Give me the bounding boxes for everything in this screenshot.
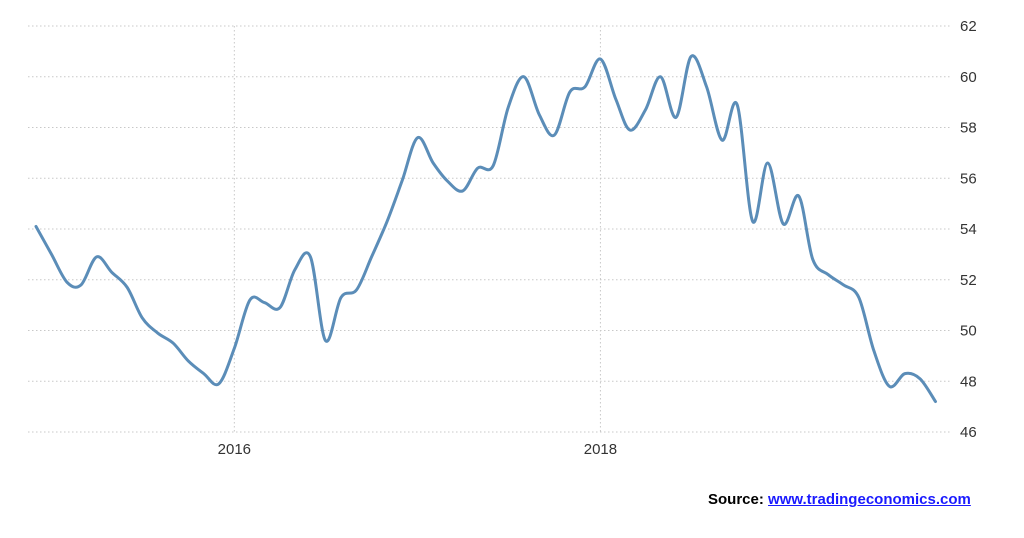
data-point bbox=[156, 331, 160, 335]
data-point bbox=[872, 349, 876, 353]
data-point bbox=[125, 285, 129, 289]
data-point bbox=[506, 105, 510, 109]
data-point bbox=[34, 224, 38, 228]
data-point bbox=[887, 384, 891, 388]
y-tick-label: 46 bbox=[960, 424, 977, 441]
data-point bbox=[370, 255, 374, 259]
data-point bbox=[186, 359, 190, 363]
data-point bbox=[781, 222, 785, 226]
data-point bbox=[857, 296, 861, 300]
chart-grid bbox=[28, 25, 950, 433]
y-tick-label: 54 bbox=[960, 221, 977, 238]
data-point bbox=[720, 138, 724, 142]
x-axis-ticks: 2016 2018 bbox=[218, 441, 617, 458]
data-point bbox=[232, 346, 236, 350]
data-point bbox=[416, 136, 420, 140]
data-point bbox=[461, 189, 465, 193]
data-point bbox=[278, 306, 282, 310]
data-point bbox=[766, 161, 770, 165]
data-point bbox=[751, 219, 755, 223]
data-point bbox=[598, 57, 602, 61]
data-point bbox=[476, 166, 480, 170]
data-point bbox=[552, 133, 556, 137]
data-point bbox=[65, 280, 69, 284]
y-tick-label: 52 bbox=[960, 272, 977, 289]
data-point bbox=[705, 85, 709, 89]
data-point bbox=[140, 316, 144, 320]
data-point bbox=[355, 288, 359, 292]
data-point bbox=[659, 75, 663, 79]
y-tick-label: 48 bbox=[960, 373, 977, 390]
data-point bbox=[841, 283, 845, 287]
data-point bbox=[537, 113, 541, 117]
data-point bbox=[568, 90, 572, 94]
data-point bbox=[400, 179, 404, 183]
chart-series bbox=[34, 54, 937, 404]
data-point bbox=[217, 382, 221, 386]
data-point bbox=[308, 255, 312, 259]
y-tick-label: 50 bbox=[960, 323, 977, 340]
data-point bbox=[826, 273, 830, 277]
data-point bbox=[50, 252, 54, 256]
data-point bbox=[385, 219, 389, 223]
data-point bbox=[95, 255, 99, 259]
y-tick-label: 58 bbox=[960, 120, 977, 137]
data-point bbox=[171, 341, 175, 345]
data-point bbox=[689, 54, 693, 58]
data-point bbox=[903, 372, 907, 376]
data-point bbox=[522, 75, 526, 79]
data-point bbox=[431, 161, 435, 165]
data-point bbox=[797, 194, 801, 198]
source-link[interactable]: www.tradingeconomics.com bbox=[768, 491, 971, 508]
data-point bbox=[933, 400, 937, 404]
x-tick-label: 2018 bbox=[584, 441, 617, 458]
data-point bbox=[491, 164, 495, 168]
y-tick-label: 60 bbox=[960, 69, 977, 86]
data-point bbox=[674, 115, 678, 119]
data-point bbox=[445, 179, 449, 183]
data-point bbox=[79, 283, 83, 287]
data-point bbox=[202, 372, 206, 376]
data-point bbox=[583, 85, 587, 89]
data-point bbox=[339, 296, 343, 300]
data-point bbox=[644, 108, 648, 112]
data-point bbox=[323, 339, 327, 343]
data-point bbox=[110, 270, 114, 274]
data-point bbox=[293, 268, 297, 272]
data-point bbox=[735, 103, 739, 107]
series-line bbox=[34, 54, 937, 404]
source-label: Source: bbox=[708, 491, 764, 508]
data-point bbox=[918, 377, 922, 381]
x-tick-label: 2016 bbox=[218, 441, 251, 458]
y-tick-label: 62 bbox=[960, 18, 977, 35]
data-point bbox=[262, 301, 266, 305]
source-credit: Source: www.tradingeconomics.com bbox=[708, 491, 971, 508]
y-tick-label: 56 bbox=[960, 170, 977, 187]
data-point bbox=[628, 128, 632, 132]
data-point bbox=[811, 257, 815, 261]
data-point bbox=[248, 298, 252, 302]
y-axis-ticks: 46 48 50 52 54 56 58 60 62 bbox=[960, 18, 977, 441]
data-point bbox=[614, 98, 618, 102]
